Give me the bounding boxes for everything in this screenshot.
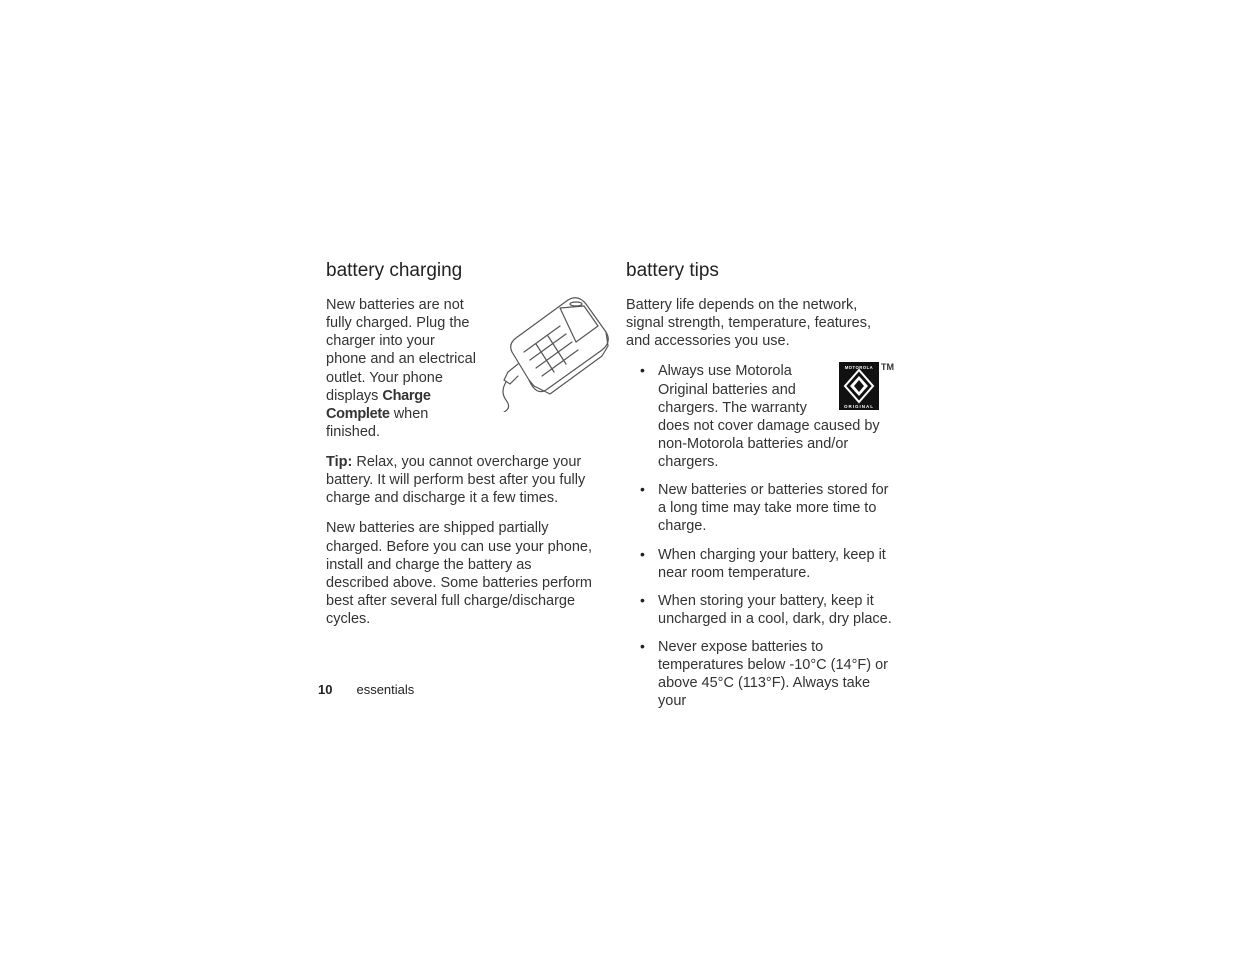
- section-name: essentials: [356, 682, 414, 697]
- list-item: When storing your battery, keep it uncha…: [658, 592, 894, 628]
- logo-bottom-text: ORIGINAL: [844, 404, 874, 409]
- tips-list: MOTOROLA ORIGINAL TM Always use Motorola…: [626, 362, 894, 710]
- heading-battery-charging: battery charging: [326, 260, 594, 282]
- right-column: battery tips Battery life depends on the…: [626, 260, 894, 721]
- tip-text: Relax, you cannot overcharge your batter…: [326, 454, 585, 506]
- page-number: 10: [318, 682, 332, 697]
- two-column-layout: battery charging: [326, 260, 896, 721]
- phone-charging-illustration: [484, 292, 614, 417]
- trademark-symbol: TM: [881, 362, 894, 372]
- page-footer: 10 essentials: [318, 682, 414, 697]
- list-item: MOTOROLA ORIGINAL TM Always use Motorola…: [658, 362, 894, 471]
- list-item: New batteries or batteries stored for a …: [658, 481, 894, 535]
- charging-paragraph-1: New batteries are not fully charged. Plu…: [326, 296, 476, 441]
- logo-top-text: MOTOROLA: [845, 365, 873, 370]
- list-item: When charging your battery, keep it near…: [658, 546, 894, 582]
- list-item: Never expose batteries to temperatures b…: [658, 638, 894, 711]
- motorola-original-logo: MOTOROLA ORIGINAL TM: [839, 362, 894, 410]
- charging-tip: Tip: Relax, you cannot overcharge your b…: [326, 453, 594, 507]
- charging-paragraph-2: New batteries are shipped partially char…: [326, 519, 594, 628]
- heading-battery-tips: battery tips: [626, 260, 894, 282]
- tips-intro: Battery life depends on the network, sig…: [626, 296, 894, 350]
- left-column: battery charging: [326, 260, 594, 721]
- tip-label: Tip:: [326, 454, 352, 470]
- manual-page: battery charging: [326, 260, 896, 721]
